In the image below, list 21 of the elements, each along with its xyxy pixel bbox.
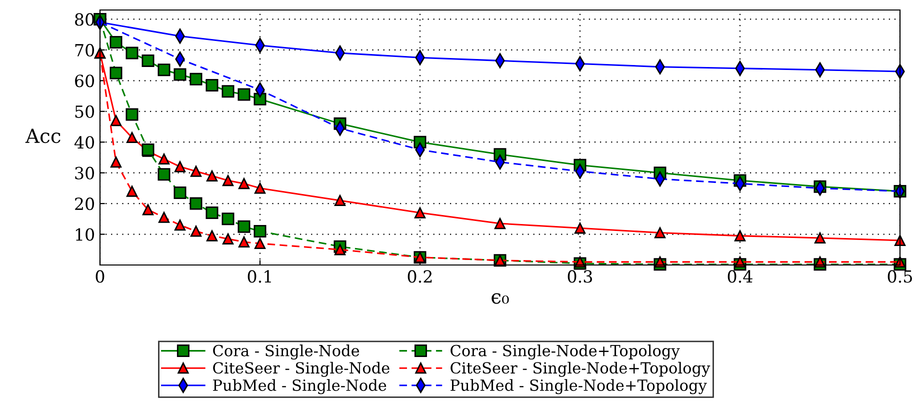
x-tick-label: 0.2 — [408, 270, 432, 283]
legend-label: Cora - Single-Node — [213, 344, 360, 360]
y-tick-label: 40 — [74, 136, 94, 149]
legend-label: PubMed - Single-Node+Topology — [450, 379, 707, 394]
x-axis-title: ϵ₀ — [492, 293, 509, 304]
legend-label: CiteSeer - Single-Node — [213, 362, 390, 377]
legend-label: CiteSeer - Single-Node+Topology — [450, 362, 710, 377]
y-tick-label: 70 — [75, 44, 94, 57]
x-tick-label: 0.5 — [888, 270, 912, 283]
y-tick-label: 50 — [75, 105, 94, 118]
x-tick-label: 0.1 — [248, 270, 271, 283]
y-tick-label: 30 — [75, 166, 94, 180]
y-tick-label: 10 — [76, 228, 94, 241]
legend-label: PubMed - Single-Node — [213, 379, 386, 394]
y-tick-label: 60 — [75, 74, 94, 88]
legend-label: Cora - Single-Node+Topology — [450, 344, 680, 360]
x-tick-label: 0.4 — [728, 270, 752, 283]
y-tick-label: 20 — [75, 198, 94, 210]
x-tick-label: 0.3 — [568, 270, 592, 283]
y-axis-title: Acc — [25, 128, 60, 144]
x-tick-label: 0 — [96, 270, 104, 283]
